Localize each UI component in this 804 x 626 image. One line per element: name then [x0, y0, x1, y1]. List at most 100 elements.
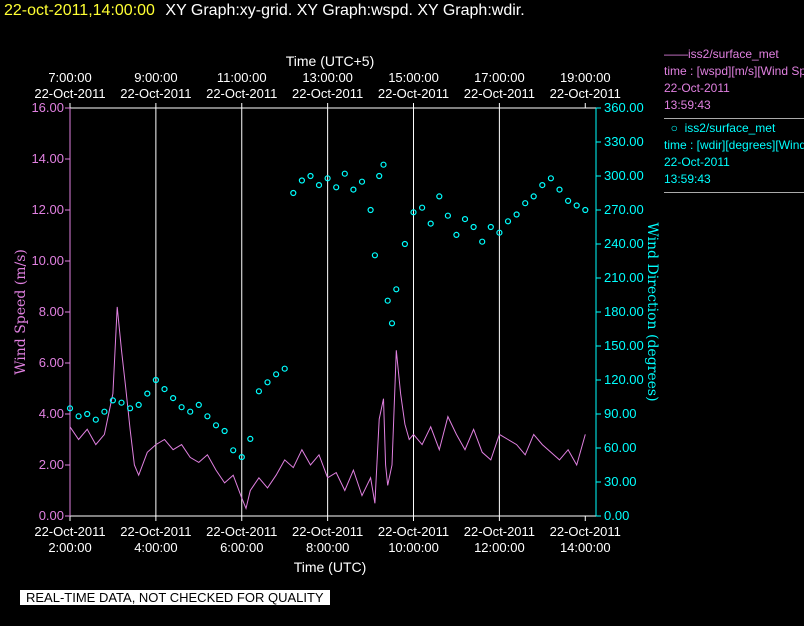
y-right-tick-label: 30.00 [604, 474, 637, 489]
wind-direction-point [298, 177, 305, 184]
y-left-tick-label: 0.00 [39, 508, 64, 523]
wind-direction-point [376, 172, 383, 180]
y-right-tick-label: 180.00 [604, 304, 644, 319]
y-left-tick-label: 16.00 [31, 100, 64, 115]
x-top-tick-date: 22-Oct-2011 [378, 86, 449, 101]
wind-direction-point [393, 286, 400, 293]
y-left-tick-label: 4.00 [39, 406, 64, 421]
wind-direction-point [75, 413, 82, 420]
legend-wdir-date: 22-Oct-2011 [664, 155, 730, 169]
wind-direction-series [66, 161, 589, 461]
wind-direction-point [187, 408, 194, 415]
wind-direction-point [367, 206, 374, 214]
wind-direction-point [530, 193, 537, 200]
legend-wspd-name: iss2/surface_met [688, 47, 779, 61]
x-tick-date: 22-Oct-2011 [120, 524, 191, 539]
wind-direction-point [341, 170, 348, 177]
wind-direction-point [238, 454, 245, 461]
legend-marker-swatch: ○ [664, 121, 685, 135]
y-right-tick-label: 210.00 [604, 270, 644, 285]
y-left-tick-label: 14.00 [31, 151, 64, 166]
wind-direction-point [290, 189, 297, 197]
wind-direction-point [264, 379, 271, 386]
x-tick-date: 22-Oct-2011 [34, 524, 105, 539]
wind-direction-point [333, 184, 340, 191]
wind-direction-point [582, 206, 589, 214]
wind-direction-point [307, 172, 314, 180]
x-top-tick-date: 22-Oct-2011 [34, 86, 105, 101]
x-top-tick-label: 11:00:00 [217, 70, 267, 85]
y-right-tick-label: 90.00 [604, 406, 637, 421]
wind-direction-point [388, 320, 396, 327]
wind-direction-point [195, 401, 202, 408]
legend-wind-direction[interactable]: ○ iss2/surface_met time : [wdir][degrees… [664, 120, 804, 188]
wind-direction-point [170, 395, 177, 402]
x-tick-label: 6:00:00 [220, 540, 263, 555]
legend-wind-speed[interactable]: ——iss2/surface_met time : [wspd][m/s][Wi… [664, 46, 804, 114]
x-axis-bottom-label: Time (UTC) [294, 559, 367, 575]
x-top-tick-label: 7:00:00 [48, 70, 91, 85]
wind-direction-point [419, 204, 426, 211]
y-right-tick-label: 150.00 [604, 338, 644, 353]
wind-direction-point [564, 197, 572, 204]
graph-header: 22-oct-2011,14:00:00 XY Graph:xy-grid. X… [4, 2, 525, 20]
y-right-tick-label: 300.00 [604, 168, 644, 183]
x-top-tick-date: 22-Oct-2011 [550, 86, 621, 101]
wind-direction-point [178, 404, 185, 411]
x-tick-date: 22-Oct-2011 [206, 524, 277, 539]
wind-direction-point [470, 223, 477, 231]
wind-direction-point [487, 223, 494, 231]
x-tick-label: 2:00:00 [48, 540, 91, 555]
legend-wspd-time: 13:59:43 [664, 98, 711, 112]
header-timestamp: 22-oct-2011,14:00:00 [4, 2, 155, 19]
legend-wdir-desc: time : [wdir][degrees][Wind Direction] [664, 138, 804, 152]
wind-direction-point [66, 405, 74, 412]
legend-line-swatch: —— [664, 47, 688, 61]
wind-direction-point [453, 231, 460, 238]
x-tick-label: 12:00:00 [474, 540, 525, 555]
x-tick-date: 22-Oct-2011 [464, 524, 535, 539]
wind-direction-point [152, 376, 159, 384]
wind-direction-point [573, 202, 580, 209]
y-right-tick-label: 60.00 [604, 440, 637, 455]
wind-direction-point [84, 410, 91, 418]
x-tick-label: 4:00:00 [134, 540, 177, 555]
wind-direction-point [118, 399, 125, 406]
plot-frame [69, 107, 597, 517]
wind-direction-point [109, 397, 117, 404]
wind-direction-point [401, 240, 408, 248]
x-tick-date: 22-Oct-2011 [292, 524, 363, 539]
wind-direction-point [135, 401, 142, 408]
y-left-tick-label: 2.00 [39, 457, 64, 472]
x-axis-top-label: Time (UTC+5) [286, 53, 375, 69]
wind-speed-series [69, 306, 586, 511]
y-right-tick-label: 330.00 [604, 134, 644, 149]
axis-ticks: 22-Oct-20112:00:0022-Oct-20114:00:0022-O… [31, 70, 643, 555]
wind-direction-point [144, 390, 151, 397]
y-left-tick-label: 6.00 [39, 355, 64, 370]
legend-divider [664, 192, 804, 193]
wind-direction-point [371, 252, 378, 259]
x-top-tick-label: 17:00:00 [474, 70, 525, 85]
x-top-tick-date: 22-Oct-2011 [120, 86, 191, 101]
wind-direction-point [427, 220, 434, 227]
x-top-tick-date: 22-Oct-2011 [464, 86, 535, 101]
x-tick-label: 8:00:00 [306, 540, 349, 555]
legend-wspd-date: 22-Oct-2011 [664, 81, 730, 95]
header-graph-list: XY Graph:xy-grid. XY Graph:wspd. XY Grap… [165, 2, 525, 19]
x-tick-label: 10:00:00 [388, 540, 439, 555]
y-right-tick-label: 360.00 [604, 100, 644, 115]
wind-direction-point [358, 178, 366, 185]
wind-direction-point [522, 200, 529, 207]
x-top-tick-label: 13:00:00 [302, 70, 353, 85]
wind-direction-point [127, 405, 134, 412]
wind-direction-point [255, 388, 262, 395]
wind-direction-point [350, 186, 357, 193]
wind-speed-line [69, 306, 586, 511]
wind-direction-point [324, 175, 331, 182]
x-top-tick-date: 22-Oct-2011 [292, 86, 363, 101]
y-axis-left-label: Wind Speed (m/s) [13, 249, 29, 375]
y-left-tick-label: 8.00 [39, 304, 64, 319]
y-left-tick-label: 10.00 [31, 253, 64, 268]
wind-direction-point [221, 427, 228, 435]
